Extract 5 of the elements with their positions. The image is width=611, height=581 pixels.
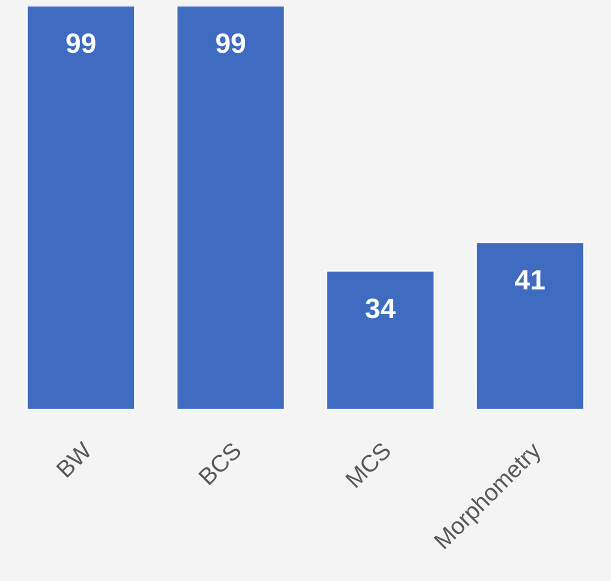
data-label: 34 [366, 298, 396, 318]
data-label: 99 [216, 33, 246, 54]
data-label: 41 [515, 270, 545, 290]
data-label: 99 [66, 33, 96, 54]
x-tick-label: BW [56, 440, 93, 478]
